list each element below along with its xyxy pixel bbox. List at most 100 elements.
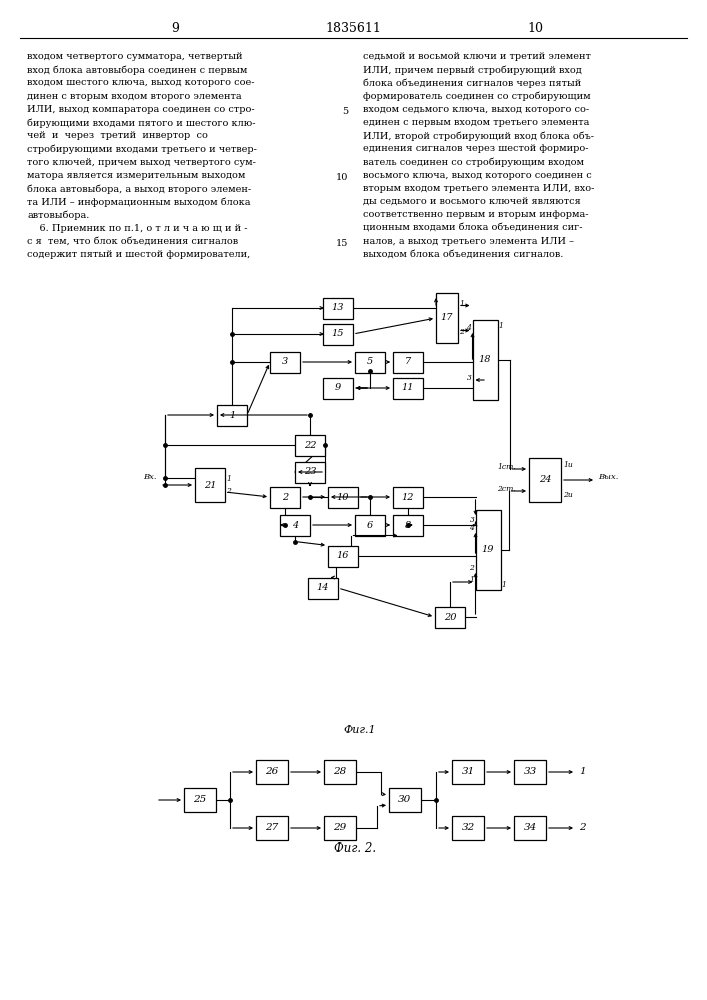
Text: единения сигналов через шестой формиро-: единения сигналов через шестой формиро- [363, 144, 588, 153]
Text: 34: 34 [523, 824, 537, 832]
Bar [472, 320, 498, 400]
Text: 32: 32 [462, 824, 474, 832]
Text: ИЛИ, выход компаратора соединен со стро-: ИЛИ, выход компаратора соединен со стро- [27, 105, 255, 114]
Text: 3: 3 [469, 516, 474, 524]
Text: 8: 8 [405, 520, 411, 530]
Text: 1835611: 1835611 [325, 21, 381, 34]
Text: 1ст.: 1ст. [497, 463, 515, 471]
Bar [323, 377, 353, 398]
Text: единен с первым входом третьего элемента: единен с первым входом третьего элемента [363, 118, 590, 127]
Text: 1: 1 [579, 768, 585, 776]
Text: 2: 2 [459, 328, 464, 336]
Bar [256, 816, 288, 840]
Text: 5: 5 [342, 107, 348, 116]
Text: 28: 28 [334, 768, 346, 776]
Text: 12: 12 [402, 492, 414, 502]
Text: 20: 20 [444, 612, 456, 621]
Text: 31: 31 [462, 768, 474, 776]
Text: 25: 25 [194, 796, 206, 804]
Bar [436, 293, 458, 343]
Bar [270, 487, 300, 508]
Bar [217, 404, 247, 426]
Bar [393, 352, 423, 372]
Text: 2и: 2и [563, 491, 573, 499]
Text: Фиг. 2.: Фиг. 2. [334, 842, 376, 854]
Text: 11: 11 [402, 383, 414, 392]
Bar [355, 352, 385, 372]
Text: 6. Приемник по п.1, о т л и ч а ю щ и й -: 6. Приемник по п.1, о т л и ч а ю щ и й … [27, 224, 247, 233]
Text: 10: 10 [337, 492, 349, 502]
Text: бирующими входами пятого и шестого клю-: бирующими входами пятого и шестого клю- [27, 118, 255, 127]
Text: 10: 10 [527, 21, 543, 34]
Text: ИЛИ, второй стробирующий вход блока объ-: ИЛИ, второй стробирующий вход блока объ- [363, 131, 594, 141]
Text: 26: 26 [265, 768, 279, 776]
Text: блока автовыбора, а выход второго элемен-: блока автовыбора, а выход второго элемен… [27, 184, 251, 194]
Bar [389, 788, 421, 812]
Text: входом четвертого сумматора, четвертый: входом четвертого сумматора, четвертый [27, 52, 243, 61]
Text: ватель соединен со стробирующим входом: ватель соединен со стробирующим входом [363, 158, 584, 167]
Text: Вх.: Вх. [143, 473, 156, 481]
Text: налов, а выход третьего элемента ИЛИ –: налов, а выход третьего элемента ИЛИ – [363, 237, 574, 246]
Text: 29: 29 [334, 824, 346, 832]
Text: Вых.: Вых. [598, 473, 619, 481]
Bar [514, 816, 546, 840]
Text: седьмой и восьмой ключи и третий элемент: седьмой и восьмой ключи и третий элемент [363, 52, 591, 61]
Text: 9: 9 [335, 383, 341, 392]
Text: 4: 4 [292, 520, 298, 530]
Text: 2: 2 [226, 487, 231, 495]
Text: 1: 1 [226, 475, 231, 483]
Bar [280, 514, 310, 536]
Text: 7: 7 [405, 358, 411, 366]
Text: 22: 22 [304, 440, 316, 450]
Text: формирователь соединен со стробирующим: формирователь соединен со стробирующим [363, 92, 590, 101]
Text: 3: 3 [467, 374, 472, 382]
Text: 33: 33 [523, 768, 537, 776]
Text: 1: 1 [229, 410, 235, 420]
Text: 4: 4 [469, 524, 474, 532]
Text: 15: 15 [332, 330, 344, 338]
Text: 2: 2 [579, 824, 585, 832]
Text: та ИЛИ – информационным выходом блока: та ИЛИ – информационным выходом блока [27, 197, 250, 207]
Text: входом шестого ключа, выход которого сое-: входом шестого ключа, выход которого сое… [27, 78, 255, 87]
Text: содержит пятый и шестой формирователи,: содержит пятый и шестой формирователи, [27, 250, 250, 259]
Text: автовыбора.: автовыбора. [27, 210, 89, 220]
Bar [256, 760, 288, 784]
Text: 3: 3 [282, 358, 288, 366]
Bar [529, 458, 561, 502]
Text: выходом блока объединения сигналов.: выходом блока объединения сигналов. [363, 250, 563, 259]
Bar [393, 514, 423, 536]
Text: 17: 17 [440, 314, 453, 322]
Bar [324, 760, 356, 784]
Bar [184, 788, 216, 812]
Bar [323, 324, 353, 344]
Bar [295, 434, 325, 456]
Text: чей  и  через  третий  инвертор  со: чей и через третий инвертор со [27, 131, 208, 140]
Text: динен с вторым входом второго элемента: динен с вторым входом второго элемента [27, 92, 242, 101]
Text: 15: 15 [336, 239, 348, 248]
Text: 16: 16 [337, 552, 349, 560]
Bar [323, 298, 353, 318]
Text: ИЛИ, причем первый стробирующий вход: ИЛИ, причем первый стробирующий вход [363, 65, 582, 75]
Text: 27: 27 [265, 824, 279, 832]
Bar [270, 352, 300, 372]
Bar [324, 816, 356, 840]
Text: ды седьмого и восьмого ключей являются: ды седьмого и восьмого ключей являются [363, 197, 580, 206]
Text: 18: 18 [479, 356, 491, 364]
Bar [195, 468, 225, 502]
Bar [295, 462, 325, 483]
Bar [452, 760, 484, 784]
Text: 23: 23 [304, 468, 316, 477]
Text: соответственно первым и вторым информа-: соответственно первым и вторым информа- [363, 210, 588, 219]
Text: 30: 30 [398, 796, 411, 804]
Text: 19: 19 [481, 546, 494, 554]
Bar [452, 816, 484, 840]
Text: вторым входом третьего элемента ИЛИ, вхо-: вторым входом третьего элемента ИЛИ, вхо… [363, 184, 595, 193]
Text: 1: 1 [469, 576, 474, 584]
Bar [328, 487, 358, 508]
Bar [435, 606, 465, 628]
Text: 2: 2 [469, 564, 474, 572]
Text: 1и: 1и [563, 461, 573, 469]
Text: матора является измерительным выходом: матора является измерительным выходом [27, 171, 245, 180]
Text: стробирующими входами третьего и четвер-: стробирующими входами третьего и четвер- [27, 144, 257, 154]
Text: 2ст.: 2ст. [497, 485, 515, 493]
